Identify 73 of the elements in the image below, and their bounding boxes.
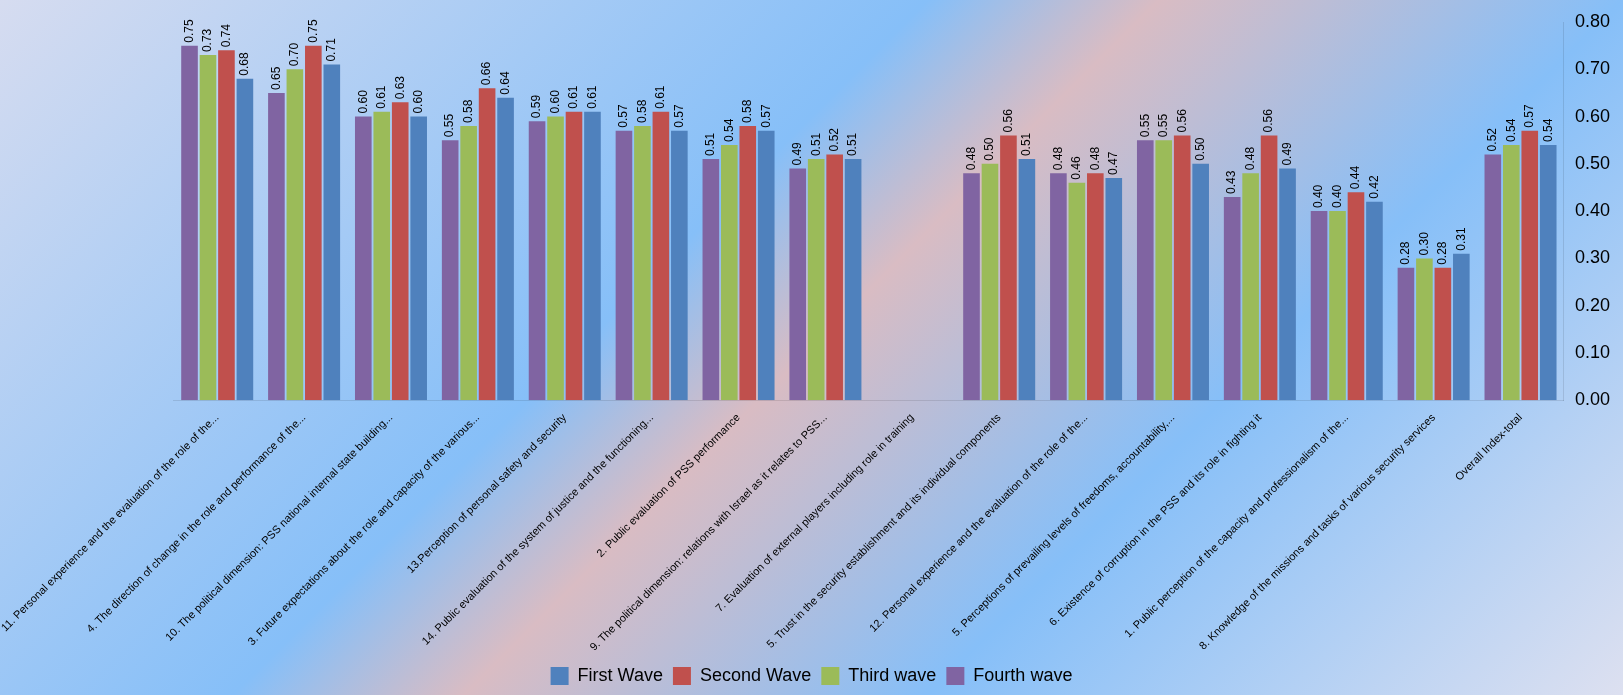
data-label: 0.51 [1019, 132, 1034, 157]
data-label: 0.28 [1398, 241, 1413, 265]
data-label: 0.48 [1242, 146, 1257, 171]
data-label: 0.75 [305, 18, 320, 43]
data-label: 0.57 [758, 104, 773, 128]
data-label: 0.50 [982, 137, 997, 161]
data-label: 0.54 [1540, 118, 1555, 142]
data-label: 0.55 [1156, 113, 1171, 138]
data-label: 0.40 [1311, 184, 1326, 209]
y-tick-label: 0.20 [1574, 294, 1611, 315]
data-label: 0.56 [1000, 108, 1015, 133]
data-label: 0.61 [653, 85, 668, 109]
y-tick-label: 0.10 [1574, 341, 1611, 362]
data-label: 0.52 [1485, 127, 1500, 152]
data-label: 0.58 [634, 99, 649, 124]
data-label: 0.73 [200, 28, 215, 53]
data-label: 0.58 [460, 99, 475, 124]
legend-label: Third wave [848, 664, 937, 685]
data-label: 0.64 [497, 70, 512, 95]
data-label: 0.74 [218, 23, 233, 48]
data-label: 0.68 [237, 52, 252, 76]
y-tick-label: 0.80 [1574, 10, 1611, 31]
data-label: 0.47 [1106, 151, 1121, 176]
data-label: 0.49 [790, 141, 805, 166]
data-label: 0.57 [1522, 104, 1537, 128]
data-label: 0.51 [845, 132, 860, 157]
data-label: 0.40 [1329, 184, 1344, 209]
data-label: 0.52 [826, 127, 841, 152]
data-label: 0.66 [479, 61, 494, 86]
y-tick-label: 0.30 [1574, 247, 1611, 268]
y-tick-label: 0.40 [1574, 200, 1611, 221]
data-label: 0.46 [1069, 156, 1084, 180]
data-label: 0.59 [529, 94, 544, 119]
legend-label: First Wave [577, 664, 663, 685]
data-label: 0.54 [1503, 118, 1518, 142]
data-label: 0.57 [671, 104, 686, 128]
data-label: 0.51 [808, 132, 823, 157]
data-label: 0.61 [566, 85, 581, 109]
data-label: 0.48 [1087, 146, 1102, 171]
data-label: 0.42 [1366, 174, 1381, 199]
data-label: 0.63 [392, 75, 407, 100]
data-label: 0.65 [268, 66, 283, 90]
data-label: 0.61 [584, 85, 599, 109]
data-label: 0.44 [1348, 165, 1363, 190]
data-label: 0.61 [374, 85, 389, 109]
data-label: 0.56 [1174, 108, 1189, 133]
data-label: 0.55 [442, 113, 457, 138]
data-label: 0.60 [410, 89, 425, 114]
data-label: 0.55 [1137, 113, 1152, 138]
data-label: 0.70 [287, 42, 302, 67]
data-label: 0.56 [1261, 108, 1276, 133]
data-label: 0.48 [1050, 146, 1065, 171]
data-label: 0.58 [740, 99, 755, 124]
data-label: 0.71 [324, 37, 339, 62]
data-label: 0.30 [1416, 231, 1431, 256]
data-label: 0.60 [355, 89, 370, 114]
data-label: 0.49 [1279, 141, 1294, 166]
data-label: 0.48 [963, 146, 978, 171]
data-label: 0.51 [703, 132, 718, 157]
legend-label: Fourth wave [973, 664, 1073, 685]
data-label: 0.57 [616, 104, 631, 128]
y-tick-label: 0.60 [1574, 105, 1611, 126]
y-tick-label: 0.00 [1574, 389, 1611, 410]
legend-label: Second Wave [699, 664, 812, 685]
data-label: 0.60 [547, 89, 562, 114]
data-label: 0.54 [721, 118, 736, 142]
data-label: 0.43 [1224, 170, 1239, 194]
data-label: 0.75 [181, 18, 196, 43]
data-label: 0.28 [1435, 241, 1450, 265]
data-label: 0.31 [1453, 226, 1468, 251]
data-label: 0.50 [1192, 137, 1207, 161]
y-tick-label: 0.70 [1574, 58, 1611, 79]
y-tick-label: 0.50 [1574, 152, 1611, 173]
